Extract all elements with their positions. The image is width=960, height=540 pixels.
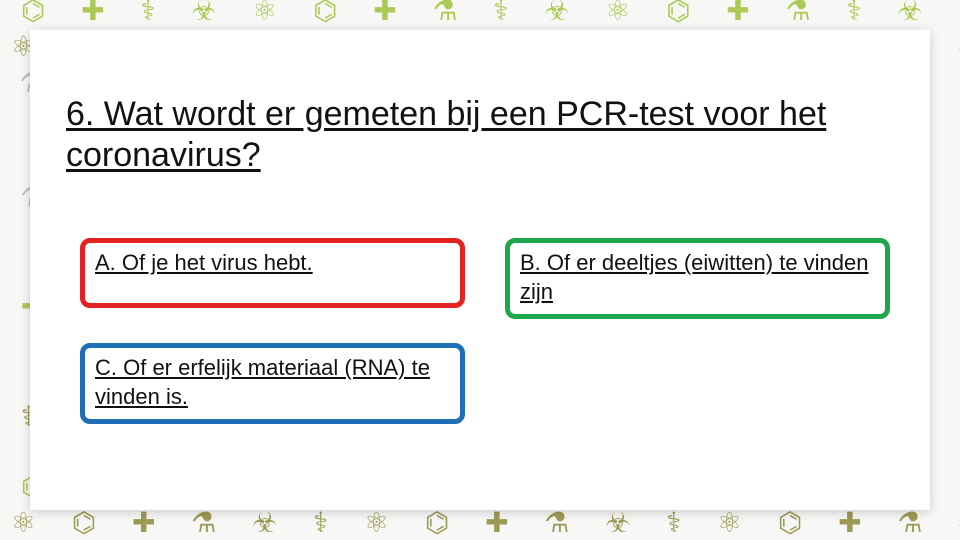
- content-card: 6. Wat wordt er gemeten bij een PCR-test…: [30, 30, 930, 510]
- question-text: 6. Wat wordt er gemeten bij een PCR-test…: [66, 94, 894, 177]
- slide-stage: ⚗ ⌬ ✚ ⚕ ☣ ⚛ ⌬ ✚ ⚗ ⚕ ☣ ⚛ ⌬ ✚ ⚗ ⚕ ☣ ⚛ ⌬ ✚ …: [0, 0, 960, 540]
- answer-option-c[interactable]: C. Of er erfelijk materiaal (RNA) te vin…: [80, 343, 465, 424]
- pattern-row: ⚕ ⚛ ⌬ ✚ ⚗ ☣ ⚕ ⚛ ⌬ ✚ ⚗ ☣ ⚕ ⚛ ⌬ ✚ ⚗ ☣ ⚕ ⚛ …: [0, 506, 960, 539]
- pattern-row: ⚗ ⌬ ✚ ⚕ ☣ ⚛ ⌬ ✚ ⚗ ⚕ ☣ ⚛ ⌬ ✚ ⚗ ⚕ ☣ ⚛ ⌬ ✚ …: [0, 0, 960, 27]
- answers-grid: A. Of je het virus hebt. B. Of er deeltj…: [80, 238, 890, 424]
- answer-option-b[interactable]: B. Of er deeltjes (eiwitten) te vinden z…: [505, 238, 890, 319]
- answer-option-a[interactable]: A. Of je het virus hebt.: [80, 238, 465, 308]
- answers-region: A. Of je het virus hebt. B. Of er deeltj…: [80, 238, 890, 424]
